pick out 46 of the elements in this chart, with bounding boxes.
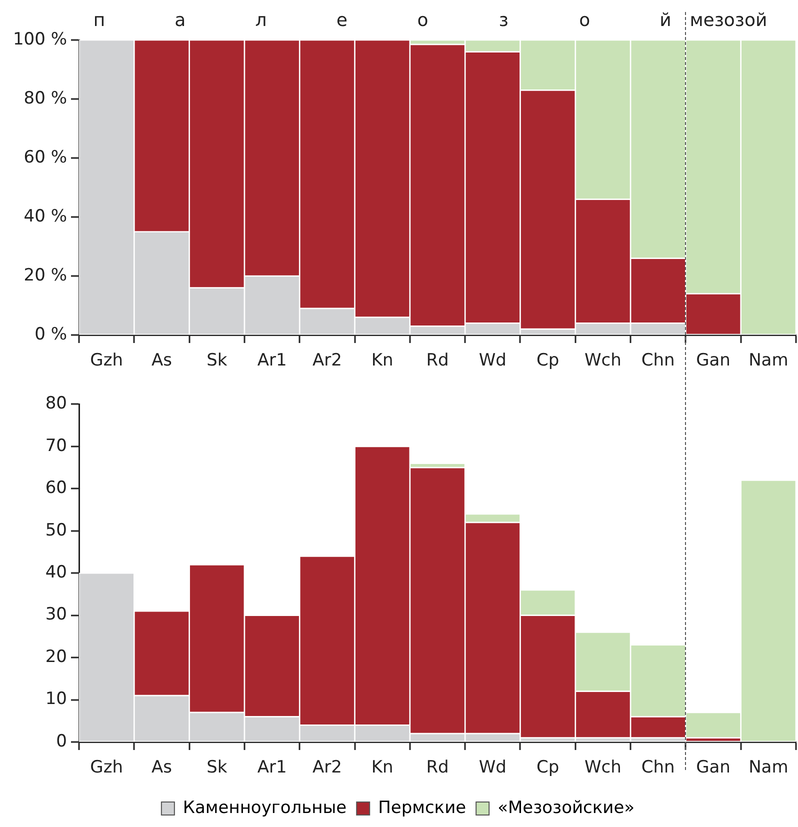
y-tick-label: 70 [45,436,67,456]
x-tick-label: As [151,350,172,371]
x-tick-label: Gzh [90,350,124,371]
legend-label: Каменноугольные [182,798,347,818]
x-tick-label: Gan [696,350,730,371]
x-tick-label: Wd [478,350,506,371]
x-tick-label: Nam [748,758,788,778]
x-tick-label: Ar2 [312,758,342,778]
x-tick-label: Kn [371,758,394,778]
x-tick-label: Kn [371,350,394,371]
x-tick-label: Chn [641,350,675,371]
x-tick-label: Wch [584,350,622,371]
y-tick-label: 80 % [24,88,67,108]
x-tick-label: Cp [536,350,560,371]
y-tick-label: 60 [45,478,67,498]
y-tick-label: 0 % [34,324,67,344]
x-tick-label: Sk [206,350,228,371]
x-tick-label: Nam [748,350,788,371]
y-tick-label: 40 [45,562,67,583]
y-tick-label: 0 [56,731,67,752]
x-tick-label: Rd [426,350,449,371]
text: п а л е о з о й [93,10,672,31]
legend-label: Пермские [378,798,466,818]
x-tick-label: Wd [478,758,506,778]
y-tick-label: 40 % [24,206,67,226]
x-tick-label: Cp [536,758,560,778]
text: мезозой [690,10,768,31]
x-tick-label: Sk [206,758,228,778]
legend-label: «Мезозойские» [498,798,635,818]
x-tick-label: Wch [584,758,622,778]
y-tick-label: 20 [45,646,67,667]
y-tick-label: 10 [45,689,67,710]
x-tick-label: Ar2 [312,350,342,371]
x-tick-label: Chn [641,758,675,778]
y-tick-label: 20 % [24,265,67,286]
y-tick-label: 100 % [12,29,67,50]
y-tick-label: 60 % [24,147,67,168]
x-tick-label: Gan [696,758,730,778]
x-tick-label: Rd [426,758,449,778]
y-tick-label: 80 [45,394,67,414]
y-tick-label: 50 [45,520,67,540]
x-tick-label: Ar1 [257,758,287,778]
x-tick-label: Gzh [90,758,124,778]
y-tick-label: 30 [45,604,67,625]
x-tick-label: Ar1 [257,350,287,371]
x-tick-label: As [151,758,172,778]
